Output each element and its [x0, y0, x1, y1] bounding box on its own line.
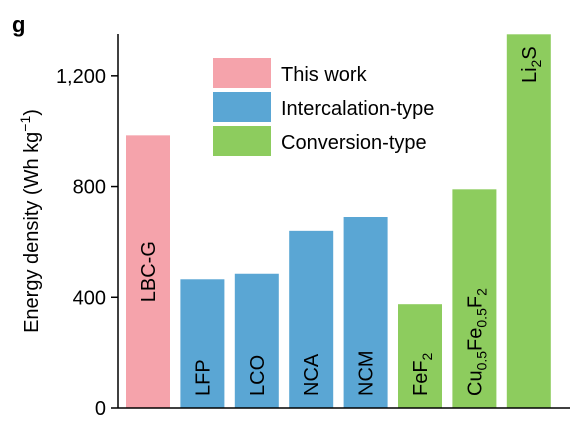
bar-label-1: LFP	[192, 359, 214, 396]
bar-3	[289, 230, 334, 408]
legend: This work Intercalation-type Conversion-ty…	[213, 58, 434, 156]
plot-area: LBC-G LFP LCO NCA NCM FeF2 Cu0.5Fe0.5F2 Li2S	[126, 34, 551, 408]
legend-swatch-this_work	[213, 58, 271, 88]
bar-4	[343, 217, 388, 408]
bar-6	[452, 189, 497, 408]
bar-label-2: LCO	[247, 355, 269, 396]
bar-label-5: FeF2	[410, 352, 435, 396]
y-tick-label-3: 1,200	[56, 66, 106, 88]
bar-label-0: LBC-G	[138, 241, 160, 302]
legend-swatch-conversion	[213, 126, 271, 156]
bar-label-3: NCA	[301, 353, 323, 396]
legend-label-this_work: This work	[281, 64, 368, 86]
bar-5	[398, 304, 442, 408]
bar-label-6: Cu0.5Fe0.5F2	[464, 288, 489, 396]
y-tick-label-2: 800	[73, 177, 106, 199]
legend-label-conversion: Conversion-type	[281, 132, 427, 154]
bar-0	[126, 135, 170, 408]
y-tick-label-1: 400	[73, 287, 106, 309]
bar-1	[180, 279, 225, 408]
legend-label-intercalation: Intercalation-type	[281, 98, 434, 120]
panel-label: g	[12, 12, 25, 37]
y-axis: 0 400 800 1,200 Energy density (Wh kg−1)	[17, 34, 570, 420]
bar-2	[234, 273, 279, 408]
bar-label-7: Li2S	[519, 46, 544, 83]
bar-label-4: NCM	[356, 350, 378, 396]
y-axis-title: Energy density (Wh kg−1)	[17, 109, 43, 333]
bar-7	[506, 34, 551, 408]
legend-swatch-intercalation	[213, 92, 271, 122]
y-tick-label-0: 0	[95, 398, 106, 420]
